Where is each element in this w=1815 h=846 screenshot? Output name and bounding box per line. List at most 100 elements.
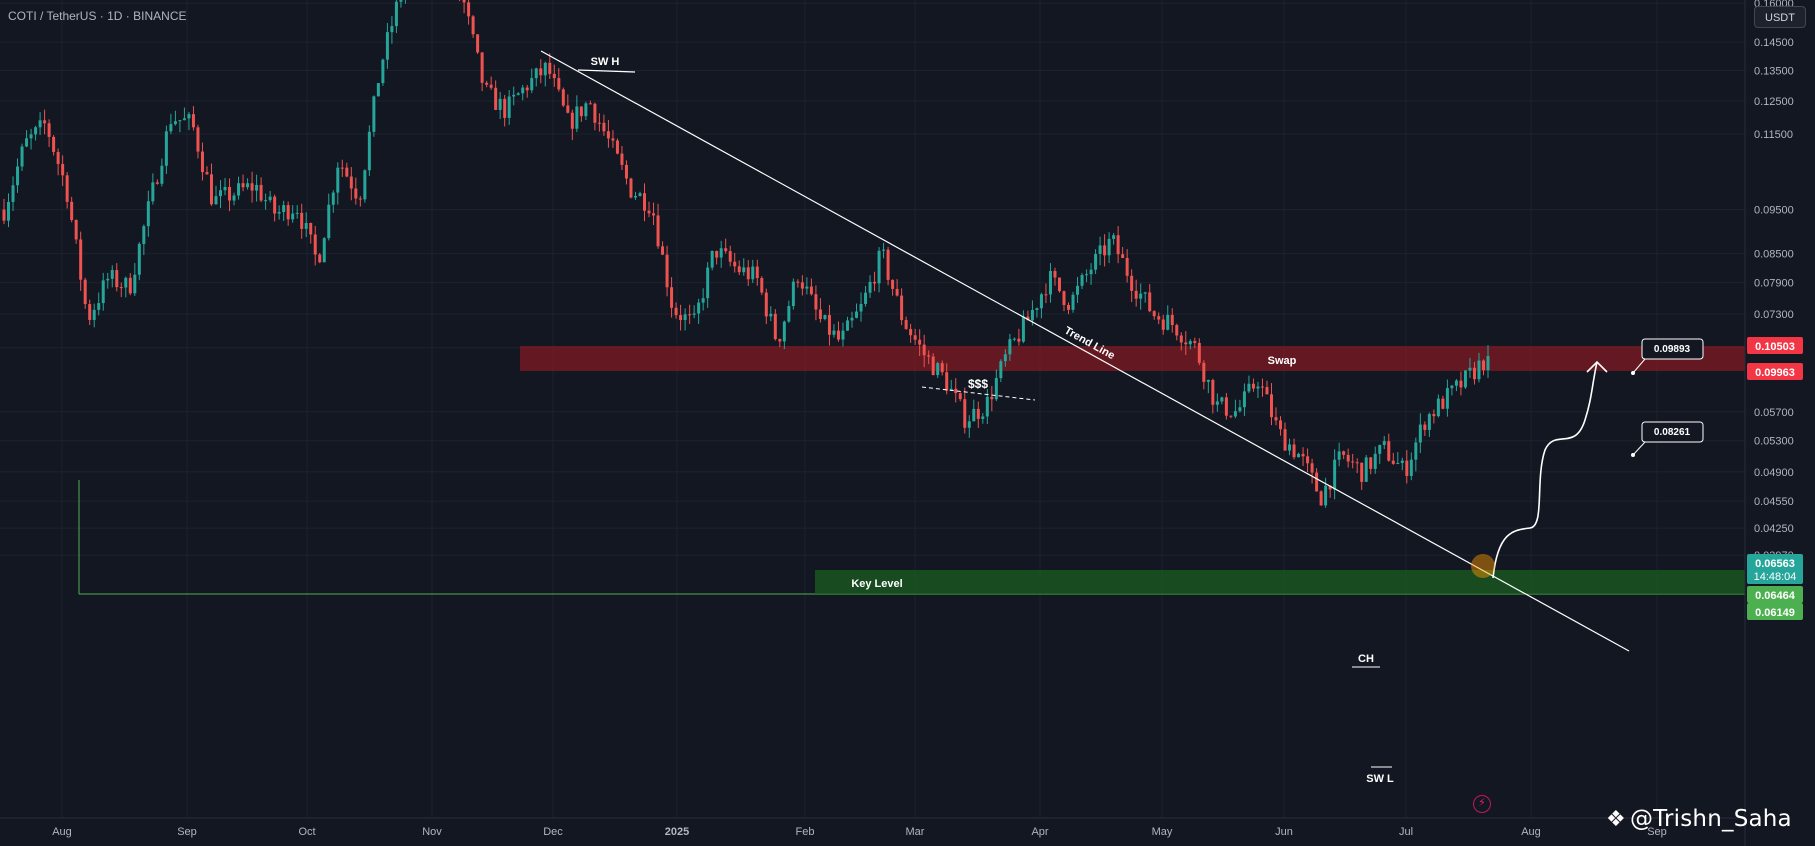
- x-tick-label-3: Nov: [422, 826, 442, 838]
- candle: [805, 277, 809, 295]
- candle: [1283, 422, 1287, 451]
- candle: [187, 111, 191, 131]
- candle: [390, 16, 394, 44]
- candle: [65, 172, 69, 209]
- candle: [485, 80, 489, 88]
- candle: [1306, 448, 1310, 473]
- y-tick-label-14: 0.04900: [1754, 467, 1794, 479]
- candle: [1057, 277, 1061, 293]
- currency-button[interactable]: USDT: [1754, 6, 1806, 28]
- y-tick-label-16: 0.04250: [1754, 523, 1794, 535]
- candle: [814, 285, 818, 321]
- candle: [557, 68, 561, 92]
- candle: [1477, 352, 1481, 383]
- candle: [868, 275, 872, 298]
- candle: [981, 413, 985, 424]
- candle: [354, 177, 358, 205]
- candle: [115, 263, 119, 292]
- candle: [1310, 458, 1314, 484]
- candle: [746, 260, 750, 286]
- candle: [313, 225, 317, 266]
- candle: [1197, 338, 1201, 366]
- price-tag-0: 0.10503: [1747, 337, 1803, 354]
- candle: [345, 162, 349, 178]
- candle: [1116, 226, 1120, 264]
- candle: [638, 191, 642, 197]
- candle: [1364, 454, 1368, 482]
- candle: [178, 120, 182, 133]
- candle: [459, 0, 461, 2]
- candle: [791, 278, 795, 310]
- candle: [1175, 323, 1179, 341]
- lightning-icon[interactable]: ⚡: [1473, 795, 1491, 813]
- candle: [1224, 393, 1228, 420]
- candle: [1396, 452, 1400, 465]
- candle: [958, 392, 962, 402]
- candle: [1279, 416, 1283, 436]
- candle: [864, 285, 868, 307]
- candle: [1373, 446, 1377, 474]
- target-callout-1: 0.09893: [1631, 338, 1704, 375]
- candle: [1008, 333, 1012, 361]
- price-tag-3: 0.06464: [1747, 586, 1803, 603]
- candle: [800, 275, 804, 296]
- y-tick-label-13: 0.05300: [1754, 436, 1794, 448]
- y-tick-label-10: 0.07300: [1754, 309, 1794, 321]
- candle: [1035, 307, 1039, 318]
- candle: [358, 196, 362, 207]
- x-tick-label-1: Sep: [177, 826, 197, 838]
- sw-high-line: [577, 69, 636, 73]
- candle: [891, 279, 895, 296]
- tradingview-diamond-icon: ❖: [1606, 806, 1626, 831]
- candle: [719, 240, 723, 268]
- candle: [1134, 279, 1138, 307]
- candle: [760, 276, 764, 296]
- candle: [29, 128, 33, 150]
- candle: [61, 155, 65, 186]
- target-label-1: 0.09893: [1654, 344, 1691, 355]
- candle: [349, 167, 353, 201]
- candle: [620, 145, 624, 171]
- candle: [1486, 345, 1490, 379]
- candle: [295, 205, 299, 219]
- candle: [259, 177, 263, 203]
- candle: [539, 59, 543, 84]
- liquidity-label: $$$: [968, 377, 988, 391]
- candle: [1324, 477, 1328, 508]
- candle: [1139, 283, 1143, 310]
- candle: [25, 130, 29, 148]
- candle: [1319, 490, 1323, 506]
- candle: [999, 359, 1003, 383]
- candle: [47, 119, 51, 148]
- candle: [173, 110, 177, 126]
- candle: [246, 178, 250, 190]
- candles: [2, 0, 1490, 508]
- y-tick-label-15: 0.04550: [1754, 496, 1794, 508]
- candle: [1468, 357, 1472, 378]
- candle: [507, 90, 511, 125]
- candle: [340, 159, 344, 177]
- candle: [769, 306, 773, 322]
- candle: [516, 92, 520, 96]
- candle: [512, 86, 516, 106]
- candle: [706, 262, 710, 308]
- swap-zone-label: Swap: [1268, 355, 1297, 367]
- candle: [1432, 409, 1436, 424]
- x-tick-label-6: Feb: [796, 826, 815, 838]
- candle: [845, 316, 849, 331]
- candle: [836, 321, 840, 342]
- candle: [1215, 393, 1219, 412]
- x-tick-label-7: Mar: [906, 826, 925, 838]
- candle: [223, 177, 227, 196]
- candle: [142, 224, 146, 256]
- grid-lines: [0, 0, 1745, 818]
- candle: [309, 222, 313, 244]
- candle: [1382, 435, 1386, 450]
- candle: [652, 202, 656, 226]
- candle: [624, 160, 628, 185]
- candle: [827, 304, 831, 346]
- candle: [918, 329, 922, 356]
- x-tick-label-11: Jul: [1399, 826, 1413, 838]
- candle: [602, 114, 606, 136]
